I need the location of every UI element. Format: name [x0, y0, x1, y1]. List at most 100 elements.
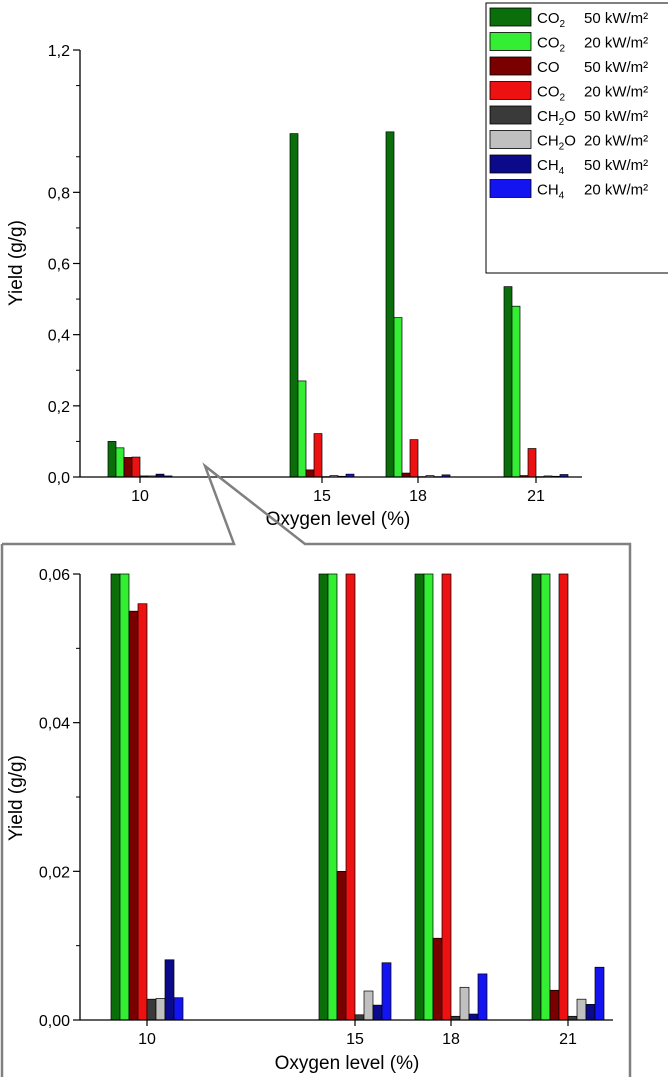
inset-bar-15-5 — [363, 990, 374, 1021]
inset-x-ticks: 10 15 18 21 — [138, 1020, 577, 1048]
inset-x-tick-label: 21 — [559, 1031, 577, 1048]
inset-y-tick-label: 0,06 — [39, 567, 70, 584]
zoom-callout — [0, 462, 632, 1077]
inset-bar-15-4 — [354, 1014, 365, 1021]
top-x-ticks: 10 15 18 21 — [131, 477, 545, 505]
legend-flux: 20 kW/m² — [584, 84, 648, 101]
inset-bar-18-1 — [423, 573, 434, 1021]
inset-bar-15-2 — [336, 870, 347, 1021]
legend-label: CO2 — [537, 10, 566, 30]
legend-label: CH2O — [537, 108, 576, 128]
top-bar-10-2 — [123, 457, 133, 478]
top-y-tick-label: 0,4 — [48, 328, 70, 345]
top-bar-10-0 — [107, 441, 117, 478]
inset-bar-18-3 — [441, 573, 452, 1021]
legend-label: CO2 — [537, 84, 566, 104]
inset-y-ticks: 0,00 0,02 0,04 0,06 — [39, 567, 80, 1030]
legend-swatch — [489, 179, 532, 198]
inset-bar-15-6 — [372, 1004, 383, 1021]
top-y-tick-label: 1,2 — [48, 43, 70, 60]
inset-bar-15-7 — [381, 962, 392, 1021]
inset-bar-21-5 — [576, 998, 587, 1021]
legend-swatch — [489, 154, 532, 174]
top-bar-10-3 — [131, 456, 141, 478]
legend-label: CH4 — [537, 157, 565, 177]
legend-swatch — [489, 7, 532, 27]
inset-bar-21-6 — [585, 1004, 596, 1021]
top-x-tick-label: 10 — [131, 488, 149, 505]
legend: CO2 50 kW/m² CO2 20 kW/m² CO 50 kW/m² CO2 20 kW… — [485, 2, 668, 274]
top-x-tick-label: 21 — [527, 488, 545, 505]
inset-y-axis-title: Yield (g/g) — [6, 755, 27, 841]
legend-swatch — [489, 32, 532, 51]
inset-bar-21-3 — [558, 573, 569, 1021]
inset-bar-18-0 — [414, 573, 425, 1021]
legend-flux: 50 kW/m² — [584, 108, 648, 125]
inset-bar-10-2 — [128, 610, 139, 1021]
legend-flux: 50 kW/m² — [584, 59, 648, 76]
inset-bar-18-6 — [468, 1013, 479, 1021]
top-bar-18-1 — [393, 317, 403, 478]
inset-y-tick-label: 0,02 — [39, 864, 70, 881]
legend-items: CO2 50 kW/m² CO2 20 kW/m² CO 50 kW/m² CO2 20 kW… — [489, 7, 648, 202]
inset-y-tick-label: 0,00 — [39, 1013, 70, 1030]
legend-flux: 20 kW/m² — [584, 35, 648, 52]
legend-swatch — [489, 130, 532, 149]
legend-flux: 20 kW/m² — [584, 133, 648, 150]
top-y-tick-label: 0,8 — [48, 185, 70, 202]
inset-bar-15-3 — [345, 573, 356, 1021]
top-bar-15-0 — [289, 133, 299, 478]
top-bar-10-1 — [115, 447, 125, 478]
top-bar-18-3 — [409, 439, 419, 478]
inset-bar-21-2 — [549, 989, 560, 1021]
inset-x-axis-title: Oxygen level (%) — [275, 1053, 420, 1074]
inset-bar-21-0 — [531, 573, 542, 1021]
top-bar-21-0 — [503, 286, 513, 478]
inset-y-tick-label: 0,04 — [39, 716, 70, 733]
inset-x-tick-label: 15 — [346, 1031, 364, 1048]
top-y-tick-label: 0,2 — [48, 399, 70, 416]
top-bar-21-1 — [511, 305, 521, 478]
inset-bar-10-1 — [119, 573, 130, 1021]
inset-bar-10-5 — [155, 998, 166, 1021]
top-bars — [107, 131, 569, 478]
inset-bar-10-3 — [137, 603, 148, 1021]
top-x-tick-label: 18 — [409, 488, 427, 505]
top-y-ticks: 0,0 0,2 0,4 0,6 0,8 1,2 — [48, 43, 80, 487]
inset-bar-18-2 — [432, 937, 443, 1021]
top-x-axis-title: Oxygen level (%) — [266, 509, 411, 530]
top-bar-21-3 — [527, 448, 537, 478]
inset-x-tick-label: 10 — [138, 1031, 156, 1048]
inset-bar-21-7 — [594, 966, 605, 1021]
legend-label: CH2O — [537, 133, 576, 153]
legend-label: CO2 — [537, 35, 566, 55]
top-chart: 0,0 0,2 0,4 0,6 0,8 1,2 10 15 18 21 Oxygen level… — [6, 43, 582, 530]
inset-bar-15-1 — [327, 573, 338, 1021]
inset-bar-21-1 — [540, 573, 551, 1021]
inset-bar-10-0 — [110, 573, 121, 1021]
legend-label: CH4 — [537, 182, 565, 202]
top-y-tick-label: 0,0 — [48, 470, 70, 487]
inset-bar-15-0 — [318, 573, 329, 1021]
top-bar-15-3 — [313, 433, 323, 478]
inset-bar-10-4 — [146, 998, 157, 1021]
inset-bar-10-7 — [173, 997, 184, 1021]
legend-swatch — [489, 105, 532, 125]
inset-bar-18-7 — [477, 973, 488, 1021]
legend-flux: 50 kW/m² — [584, 10, 648, 27]
top-x-tick-label: 15 — [313, 488, 331, 505]
callout-pointer — [2, 462, 632, 1077]
top-bar-15-2 — [305, 469, 315, 478]
legend-swatch — [489, 81, 532, 100]
top-bar-18-0 — [385, 131, 395, 478]
legend-flux: 50 kW/m² — [584, 157, 648, 174]
inset-bar-18-5 — [459, 986, 470, 1021]
inset-x-tick-label: 18 — [442, 1031, 460, 1048]
legend-label: CO — [537, 59, 560, 76]
legend-swatch — [489, 56, 532, 76]
top-y-tick-label: 0,6 — [48, 257, 70, 274]
inset-bar-10-6 — [164, 959, 175, 1021]
legend-flux: 20 kW/m² — [584, 182, 648, 199]
top-bar-15-1 — [297, 380, 307, 478]
